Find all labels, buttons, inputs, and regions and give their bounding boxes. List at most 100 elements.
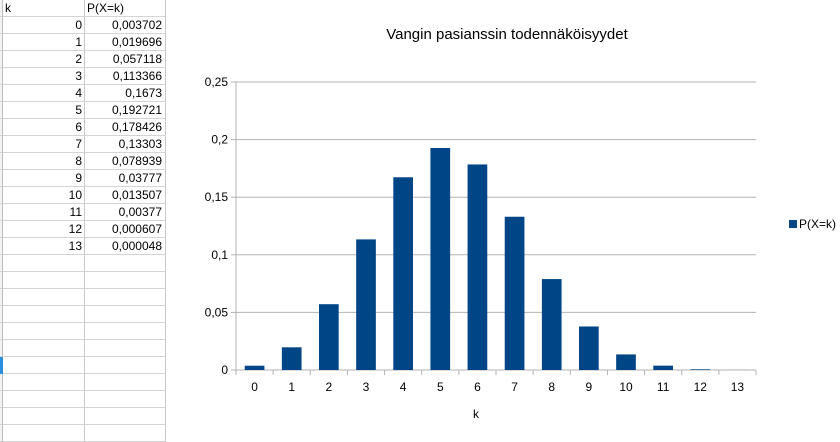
cell-k[interactable]: 5 [3, 102, 85, 119]
x-tick-label: 4 [400, 380, 407, 394]
x-tick-label: 12 [694, 380, 708, 394]
cell-k[interactable]: 1 [3, 34, 85, 51]
cell-k[interactable] [3, 374, 85, 391]
cell-p[interactable]: 0,178426 [85, 119, 166, 136]
cell-k[interactable] [3, 425, 85, 442]
cell-p[interactable] [85, 357, 166, 374]
cell-k[interactable] [3, 408, 85, 425]
chart-title: Vangin pasianssin todennäköisyydet [386, 26, 628, 43]
cell-k[interactable]: 13 [3, 238, 85, 255]
cell-p[interactable]: 0,000607 [85, 221, 166, 238]
table-row [0, 289, 170, 306]
cell-p[interactable] [85, 408, 166, 425]
y-tick-label: 0 [221, 363, 228, 377]
cell-p[interactable]: 0,078939 [85, 153, 166, 170]
cell-p[interactable]: 0,113366 [85, 68, 166, 85]
cell-k[interactable] [3, 357, 85, 374]
bar-1 [282, 347, 302, 370]
cell-k[interactable]: 12 [3, 221, 85, 238]
bar-chart: Vangin pasianssin todennäköisyydet 00,05… [171, 0, 839, 433]
cell-k[interactable]: 7 [3, 136, 85, 153]
cell-p[interactable] [85, 323, 166, 340]
legend-swatch [789, 220, 797, 228]
y-tick-label: 0,25 [205, 75, 229, 89]
cell-k[interactable] [3, 340, 85, 357]
cell-p[interactable] [85, 255, 166, 272]
cell-p[interactable]: 0,057118 [85, 51, 166, 68]
x-axis-label: k [473, 407, 480, 421]
cell-k[interactable] [3, 289, 85, 306]
cell-p[interactable]: 0,013507 [85, 187, 166, 204]
column-header-p[interactable]: P(X=k) [85, 0, 166, 17]
cell-p[interactable] [85, 340, 166, 357]
bar-10 [616, 354, 636, 370]
table-row [0, 306, 170, 323]
cell-p[interactable] [85, 374, 166, 391]
cell-k[interactable]: 6 [3, 119, 85, 136]
x-tick-label: 11 [657, 380, 670, 394]
cell-p[interactable]: 0,00377 [85, 204, 166, 221]
bars [245, 148, 748, 370]
table-row [0, 272, 170, 289]
table-row [0, 408, 170, 425]
cell-k[interactable] [3, 323, 85, 340]
cell-k[interactable]: 3 [3, 68, 85, 85]
x-tick-label: 2 [326, 380, 333, 394]
table-row [0, 374, 170, 391]
y-tick-label: 0,2 [211, 133, 228, 147]
cell-k[interactable] [3, 272, 85, 289]
cell-k[interactable] [3, 255, 85, 272]
cell-p[interactable] [85, 289, 166, 306]
cell-k[interactable] [3, 306, 85, 323]
cell-p[interactable] [85, 391, 166, 408]
bar-6 [468, 164, 488, 370]
column-header-k[interactable]: k [3, 0, 85, 17]
bar-9 [579, 326, 599, 370]
legend-label: P(X=k) [799, 217, 836, 231]
cell-k[interactable]: 0 [3, 17, 85, 34]
x-tick-label: 7 [511, 380, 518, 394]
cell-k[interactable] [3, 391, 85, 408]
cell-p[interactable]: 0,1673 [85, 85, 166, 102]
x-tick-label: 3 [363, 380, 370, 394]
x-tick-label: 1 [288, 380, 295, 394]
cell-p[interactable]: 0,000048 [85, 238, 166, 255]
cell-k[interactable]: 11 [3, 204, 85, 221]
bar-0 [245, 366, 265, 370]
cell-p[interactable]: 0,019696 [85, 34, 166, 51]
cell-k[interactable]: 4 [3, 85, 85, 102]
cell-p[interactable] [85, 272, 166, 289]
bar-3 [356, 239, 376, 370]
y-tick-label: 0,1 [211, 248, 228, 262]
cell-p[interactable]: 0,03777 [85, 170, 166, 187]
cell-k[interactable]: 2 [3, 51, 85, 68]
cell-k[interactable]: 10 [3, 187, 85, 204]
cell-p[interactable]: 0,003702 [85, 17, 166, 34]
x-tick-label: 6 [474, 380, 481, 394]
x-tick-label: 5 [437, 380, 444, 394]
cell-p[interactable] [85, 425, 166, 442]
cell-p[interactable]: 0,13303 [85, 136, 166, 153]
legend: P(X=k) [789, 217, 836, 231]
cell-k[interactable]: 9 [3, 170, 85, 187]
cell-p[interactable]: 0,192721 [85, 102, 166, 119]
y-gridlines [231, 82, 756, 370]
table-row [0, 323, 170, 340]
cell-k[interactable]: 8 [3, 153, 85, 170]
table-row [0, 425, 170, 442]
table-row [0, 255, 170, 272]
bar-2 [319, 304, 339, 370]
cell-p[interactable] [85, 306, 166, 323]
